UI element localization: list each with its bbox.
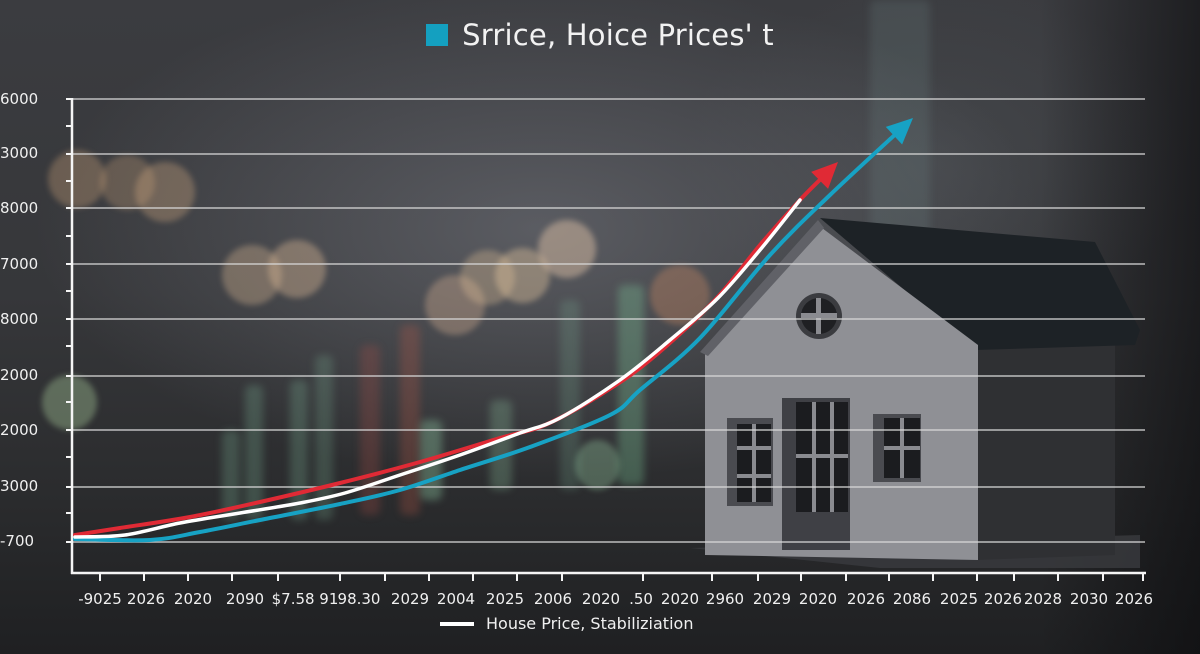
background-bar [560, 300, 580, 490]
bokeh-light [100, 155, 155, 210]
title-marker-icon [426, 24, 449, 46]
series-line [73, 198, 802, 539]
y-tick-label: 3000 [0, 477, 39, 495]
y-tick-label: 2000 [0, 421, 39, 439]
y-tick-label: 8000 [0, 199, 39, 217]
x-tick-label: 2006 [533, 590, 573, 608]
x-tick-label: 2028 [1023, 590, 1063, 608]
series-line [73, 125, 905, 543]
x-tick-label: 2020 [173, 590, 213, 608]
x-tick-label: .50 [629, 590, 653, 608]
y-tick-label: 6000 [0, 90, 39, 108]
y-tick-label: 2000 [0, 366, 39, 384]
x-tick-label: 2026 [126, 590, 166, 608]
bokeh-light [135, 162, 195, 222]
bokeh-light [268, 240, 326, 298]
x-tick-label: 2020 [581, 590, 621, 608]
y-tick-label: -700 [0, 532, 35, 550]
bokeh-light [48, 150, 106, 208]
x-tick-label: 2026 [983, 590, 1023, 608]
bokeh-light [222, 245, 282, 305]
y-tick-label: 8000 [0, 310, 39, 328]
x-tick-label: -9025 [78, 590, 122, 608]
chart-legend: House Price, Stabiliziation [440, 614, 693, 633]
chart-title-text: Srrice, Hoice Prices' t [462, 18, 774, 52]
x-tick-label: 2004 [436, 590, 476, 608]
legend-swatch [440, 621, 474, 626]
x-ticks [99, 573, 1144, 581]
chart-title: Srrice, Hoice Prices' t [0, 18, 1200, 52]
series-lines [73, 118, 913, 543]
bokeh-light [538, 220, 596, 278]
x-tick-label: 2090 [225, 590, 265, 608]
x-tick-label: 2025 [485, 590, 525, 608]
x-tick-label: 2029 [390, 590, 430, 608]
axes [70, 98, 1146, 575]
bokeh-light [425, 275, 485, 335]
y-ticks [66, 98, 72, 543]
bokeh-light [575, 440, 620, 490]
x-tick-label: 2020 [660, 590, 700, 608]
background-bar [222, 430, 240, 520]
legend-label: House Price, Stabiliziation [486, 614, 694, 633]
x-tick-label: 2030 [1069, 590, 1109, 608]
bokeh-light [495, 248, 550, 303]
y-tick-label: 7000 [0, 255, 39, 273]
x-tick-label: 2020 [798, 590, 838, 608]
arrowhead-icon [811, 162, 838, 189]
y-tick-label: 3000 [0, 144, 39, 162]
x-tick-label: 2029 [752, 590, 792, 608]
bokeh-light [460, 250, 515, 305]
house-illustration [690, 218, 1140, 568]
arrowhead-icon [885, 118, 913, 145]
x-tick-label: 2026 [846, 590, 886, 608]
x-tick-label: 2026 [1114, 590, 1154, 608]
grid-lines [72, 98, 1145, 543]
background-bar [490, 400, 512, 490]
x-tick-label: 98.30 [337, 590, 381, 608]
x-tick-label: $7.58 91 [271, 590, 339, 608]
x-tick-label: 2025 [939, 590, 979, 608]
background-bar [290, 380, 308, 520]
background-bar [315, 355, 333, 520]
x-tick-label: 2086 [892, 590, 932, 608]
x-tick-label: 2960 [705, 590, 745, 608]
